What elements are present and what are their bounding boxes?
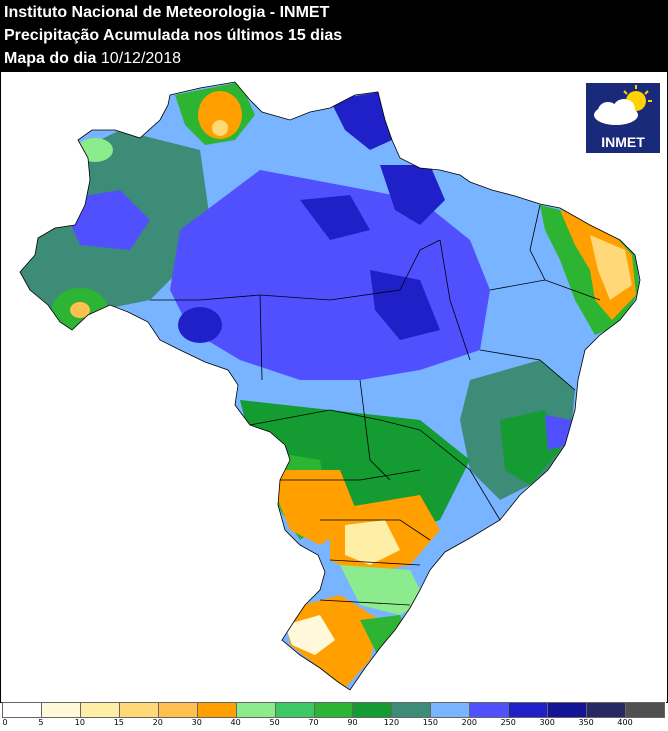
precipitation-map	[19, 81, 641, 691]
precipitation-field	[20, 82, 640, 690]
map-date: 10/12/2018	[100, 50, 181, 67]
map-header: Instituto Nacional de Meteorologia - INM…	[0, 0, 668, 72]
logo-text: INMET	[601, 134, 645, 150]
legend-swatch	[157, 702, 198, 718]
legend-swatch	[391, 702, 432, 718]
legend-swatch	[2, 702, 42, 718]
legend-tick-label: 90	[347, 718, 358, 727]
legend-tick-label: 50	[269, 718, 280, 727]
legend-swatch	[196, 702, 237, 718]
legend-tick-label: 10	[74, 718, 85, 727]
legend-swatch	[352, 702, 393, 718]
legend-swatch	[79, 702, 120, 718]
legend-tick-label: 70	[308, 718, 319, 727]
legend-tick-label: 400	[617, 718, 633, 727]
map-title: Precipitação Acumulada nos últimos 15 di…	[4, 27, 343, 44]
legend-tick-label: 250	[500, 718, 516, 727]
legend-tick-label: 150	[422, 718, 438, 727]
institution-title: Instituto Nacional de Meteorologia - INM…	[4, 4, 330, 21]
legend-swatch	[430, 702, 471, 718]
sun-cloud-icon	[594, 85, 652, 125]
legend-swatch	[313, 702, 354, 718]
legend-swatch	[235, 702, 276, 718]
legend-swatch	[625, 702, 665, 718]
legend-swatch	[274, 702, 315, 718]
map-date-label: Mapa do dia	[4, 50, 97, 67]
legend-swatch	[469, 702, 510, 718]
legend-tick-label: 300	[539, 718, 555, 727]
legend-swatch	[547, 702, 588, 718]
legend-tick-label: 15	[113, 718, 124, 727]
legend-tick-label: 5	[38, 718, 44, 727]
legend-swatch	[40, 702, 81, 718]
legend-tick-label: 40	[230, 718, 241, 727]
legend-tick-label: 120	[383, 718, 400, 727]
inmet-logo: INMET	[585, 82, 661, 154]
color-legend: 0 5 10 15 20 30 40 50 70 90 120 150 200 250 300 350 400	[2, 702, 666, 731]
legend-tick-label: 0	[2, 718, 8, 727]
legend-tick-label: 20	[152, 718, 163, 727]
legend-swatch	[508, 702, 549, 718]
legend-tick-label: 200	[461, 718, 477, 727]
state-borders	[19, 81, 641, 691]
map-date-line: Mapa do dia 10/12/2018	[4, 49, 181, 69]
legend-tick-label: 350	[578, 718, 594, 727]
legend-tick-label: 30	[191, 718, 202, 727]
legend-swatch	[118, 702, 159, 718]
legend-swatch	[586, 702, 627, 718]
